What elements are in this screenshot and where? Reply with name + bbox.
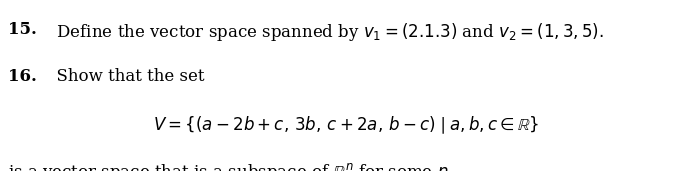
Text: 15.: 15. [8,21,37,37]
Text: Show that the set: Show that the set [46,68,204,85]
Text: $V = \{(a - 2b + c,\, 3b,\, c + 2a,\, b - c)\mid a, b, c \in \mathbb{R}\}$: $V = \{(a - 2b + c,\, 3b,\, c + 2a,\, b … [153,115,540,136]
Text: Define the vector space spanned by $v_1 = (2.1.3)$ and $v_2 = (1, 3, 5).$: Define the vector space spanned by $v_1 … [46,21,604,43]
Text: 16.: 16. [8,68,37,85]
Text: is a vector space that is a subspace of $\mathbb{R}^n$ for some $n.$: is a vector space that is a subspace of … [8,161,453,171]
